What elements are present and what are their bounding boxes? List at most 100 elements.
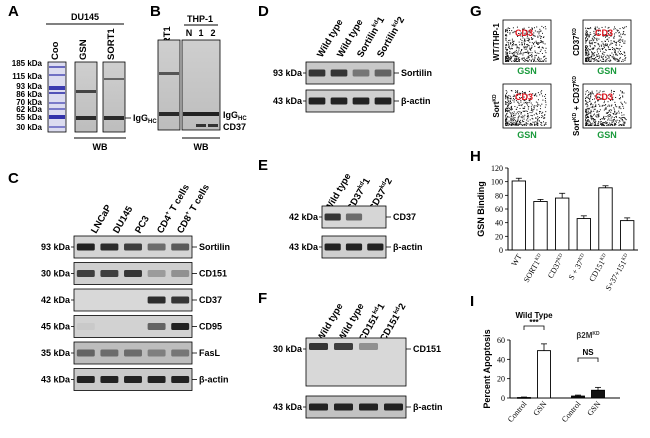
h-y-tick-label: 40 <box>495 219 503 228</box>
blot-kda-label: 43 kDa <box>289 242 319 252</box>
panel-h-label: H <box>470 148 481 165</box>
flow-plot-3: CD3 GSN SortKD <box>492 83 552 140</box>
flow-y-axis-label: CD3 <box>515 92 533 102</box>
blot-row-actin: 43 kDa β-actin <box>41 368 229 391</box>
blot-band <box>124 270 142 277</box>
blot-kda-label: 43 kDa <box>41 375 71 385</box>
blot-band <box>309 343 328 350</box>
blot-band <box>147 243 166 251</box>
panel-e: E Wild type CD37kd1 CD37kd2 42 kDa CD3743… <box>258 157 423 259</box>
i-bar-2 <box>537 350 551 399</box>
h-y-tick-label: 60 <box>495 205 503 214</box>
blot-band <box>171 270 190 277</box>
panel-a-sort1-blot <box>102 61 126 133</box>
panel-h: H 0 20 40 60 80 100 120 GSN Binding WTSORT1KDCD3… <box>470 148 638 292</box>
panel-h-chart: 0 20 40 60 80 100 120 GSN Binding WTSORT1KDCD37K… <box>476 164 638 292</box>
blot-band <box>171 323 190 330</box>
i-group-b2m: β2MKD <box>576 331 600 340</box>
blot-kda-label: 30 kDa <box>41 269 71 279</box>
blot-band <box>147 270 166 277</box>
blot-band <box>124 243 142 251</box>
flow-plot-2: CD3 GSN CD37KD <box>572 19 632 76</box>
flow-sample-label: SortKD + CD37KD <box>572 76 581 136</box>
blot-band <box>352 97 370 105</box>
panel-b-group-thp1: THP-1 <box>187 14 213 24</box>
i-category-label: Control <box>560 399 583 424</box>
h-y-tick-label: 20 <box>495 232 503 241</box>
blot-band <box>76 323 95 330</box>
h-y-tick-label: 120 <box>491 164 503 173</box>
panel-a-band-label: IgGHC <box>133 113 157 125</box>
panel-g: G CD3 GSN WT/THP-1 CD3 GSN CD37KD CD3 GSN SortKD… <box>470 3 632 140</box>
blot-band <box>330 97 348 105</box>
flow-plot-frame <box>582 83 632 129</box>
blot-band <box>359 403 378 411</box>
h-category-label: SORT1KD <box>522 252 546 284</box>
h-category-label: WT <box>510 252 524 267</box>
h-category-label: S+37+151KD <box>604 252 632 292</box>
panel-b-label: B <box>150 3 161 20</box>
marker-70: 70 kDa <box>16 98 42 107</box>
blot-protein-label: CD37 <box>393 212 416 222</box>
blot-band <box>124 349 142 357</box>
blot-band <box>334 343 353 350</box>
i-y-tick-label: 0 <box>501 394 505 403</box>
blot-band <box>171 349 190 357</box>
panel-b: B SORT1 THP-1 N 1 2 IgGHC CD37 WB <box>150 3 247 152</box>
panel-f: F Wild type Wild type CD151kd1 CD151kd2 … <box>258 290 443 419</box>
panel-a-coomassie-bands <box>49 66 65 128</box>
flow-x-axis-label: GSN <box>597 130 617 140</box>
blot-row-sortilin: 93 kDa Sortilin <box>273 61 432 85</box>
panel-c-label: C <box>8 170 19 187</box>
blot-band <box>76 270 95 277</box>
flow-plot-events <box>585 26 627 62</box>
panel-c-lane-du145: DU145 <box>111 204 136 236</box>
blot-row-cd37: 42 kDa CD37 <box>289 205 416 229</box>
blot-row-cd151: 30 kDa CD151 <box>273 337 441 387</box>
panel-b-cd37-band-2 <box>208 124 218 127</box>
blot-band <box>308 97 326 105</box>
marker-185: 185 kDa <box>12 59 43 68</box>
blot-protein-label: CD37 <box>199 295 222 305</box>
h-bar-s-37-151 <box>620 220 635 251</box>
i-sig-bracket-b2m <box>577 357 599 362</box>
flow-plot-4: CD3 GSN SortKD + CD37KD <box>572 76 632 140</box>
i-y-axis-label: Percent Apoptosis <box>482 329 492 408</box>
panel-a-label: A <box>8 3 19 20</box>
h-bar-s-37 <box>576 218 591 251</box>
i-bar-3 <box>571 395 585 399</box>
panel-a-markers: 185 kDa 115 kDa 93 kDa 86 kDa 70 kDa 62 … <box>12 59 43 132</box>
panel-e-label: E <box>258 157 268 174</box>
blot-band <box>147 323 166 330</box>
blot-row-actin: 43 kDa β-actin <box>273 395 443 419</box>
blot-kda-label: 43 kDa <box>273 96 303 106</box>
flow-sample-label: WT/THP-1 <box>492 23 501 61</box>
i-sig-wt: *** <box>529 318 539 327</box>
blot-protein-label: CD151 <box>199 269 227 279</box>
panel-a-sort1-band-upper <box>104 78 124 80</box>
h-bar-cd151 <box>598 187 613 251</box>
blot-band <box>384 403 403 411</box>
panel-a-lane-coo: Coo <box>50 41 61 60</box>
panel-g-label: G <box>470 3 482 20</box>
blot-band <box>124 376 142 383</box>
blot-row-fasl: 35 kDa FasL <box>41 341 221 365</box>
blot-protein-label: FasL <box>199 348 221 358</box>
panel-b-thp1-blot <box>181 39 221 131</box>
i-y-tick-label: 60 <box>497 336 505 345</box>
blot-kda-label: 93 kDa <box>41 242 71 252</box>
i-group-wild-type: Wild Type <box>515 311 553 320</box>
blot-band <box>100 349 119 357</box>
blot-protein-label: β-actin <box>199 375 229 385</box>
blot-band <box>147 376 166 383</box>
blot-band <box>330 69 348 77</box>
blot-kda-label: 93 kDa <box>273 68 303 78</box>
blot-band <box>374 69 392 77</box>
blot-row-sortilin: 93 kDa Sortilin <box>41 235 230 259</box>
flow-x-axis-label: GSN <box>517 66 537 76</box>
flow-x-axis-label: GSN <box>597 66 617 76</box>
i-sig-b2m: NS <box>582 348 594 357</box>
blot-band <box>147 349 166 357</box>
